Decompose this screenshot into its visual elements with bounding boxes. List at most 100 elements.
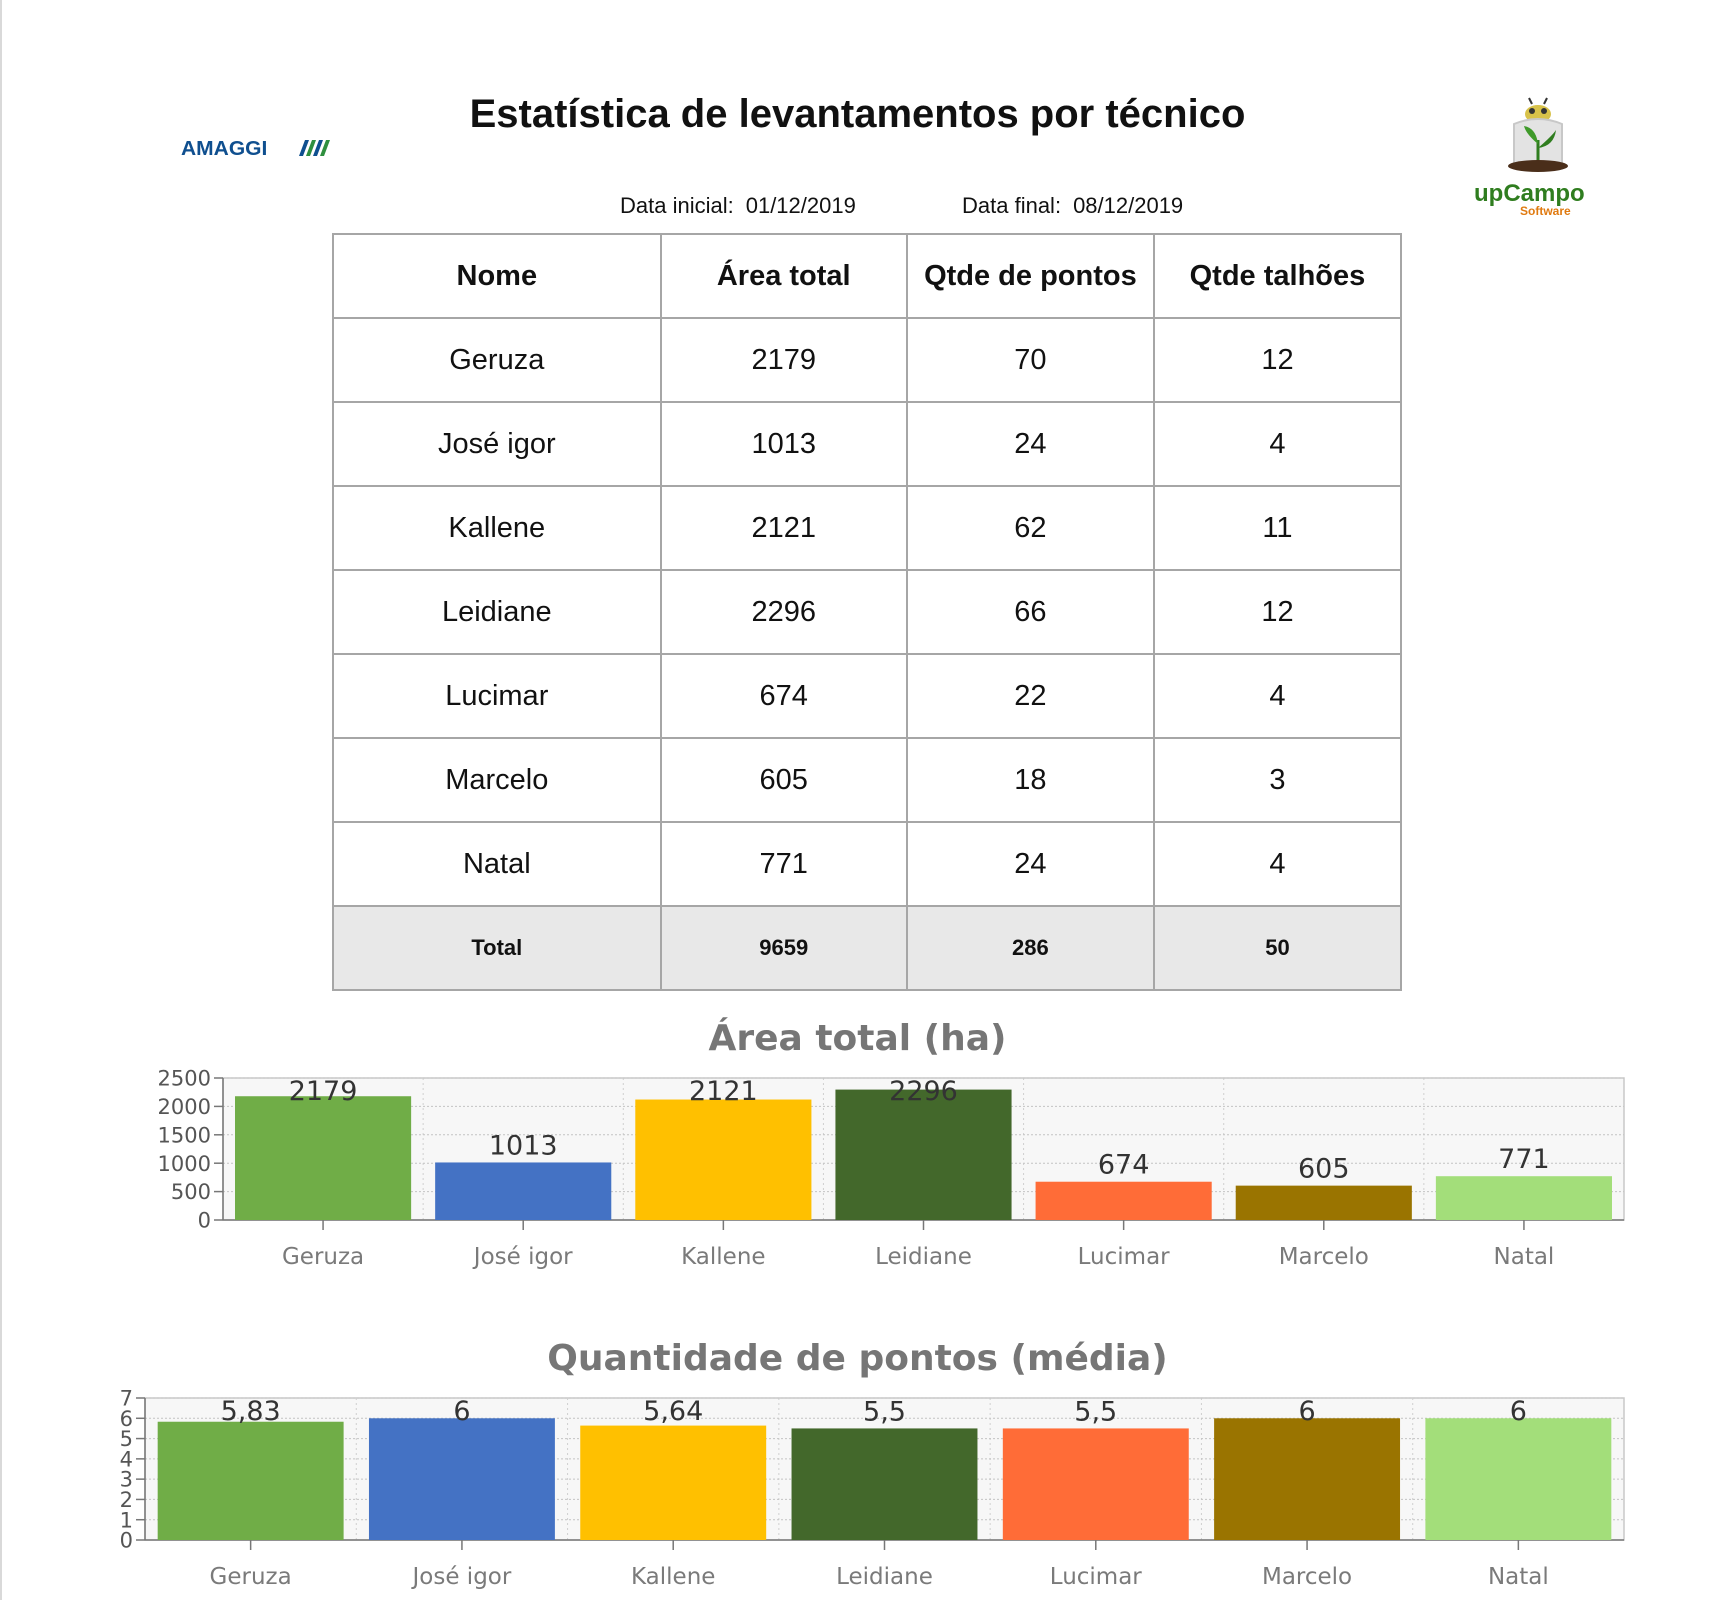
x-tick-label: Leidiane [836, 1564, 933, 1590]
cell-talhoes: 4 [1152, 821, 1403, 907]
x-tick-label: José igor [411, 1564, 512, 1590]
bar [435, 1162, 612, 1220]
bar [1035, 1181, 1212, 1220]
y-tick-label: 1 [120, 1508, 133, 1532]
x-tick-label: Marcelo [1262, 1564, 1352, 1590]
y-tick-label: 1500 [158, 1123, 211, 1147]
upcampo-logo: upCampo Software [1468, 96, 1598, 218]
data-label: 5,5 [1074, 1396, 1117, 1427]
cell-pontos: 24 [905, 401, 1155, 487]
bar [1214, 1418, 1401, 1540]
total-pontos: 286 [905, 905, 1155, 991]
table-row: Natal 771 24 4 [332, 821, 1403, 907]
amaggi-stripes-icon [299, 140, 330, 156]
data-label: 771 [1498, 1144, 1550, 1175]
table-row: Leidiane 2296 66 12 [332, 569, 1403, 655]
end-date-label: Data final: [962, 193, 1062, 218]
cell-area: 2121 [659, 485, 908, 571]
bar [235, 1096, 412, 1220]
table-header-row: Nome Área total Qtde de pontos Qtde talh… [332, 233, 1403, 319]
upcampo-sub: Software [1520, 204, 1571, 218]
data-label: 6 [453, 1396, 470, 1427]
y-tick-label: 2 [120, 1488, 133, 1512]
col-header-pontos: Qtde de pontos [905, 233, 1155, 319]
upcampo-brand: upCampo [1474, 180, 1585, 207]
cell-talhoes: 4 [1152, 401, 1403, 487]
cell-pontos: 62 [905, 485, 1155, 571]
cell-pontos: 24 [905, 821, 1155, 907]
data-label: 605 [1298, 1154, 1350, 1185]
cell-nome: Geruza [332, 317, 662, 403]
start-date-value: 01/12/2019 [745, 193, 856, 218]
data-label: 2179 [289, 1076, 358, 1107]
x-tick-label: Geruza [282, 1244, 364, 1270]
cell-nome: José igor [332, 401, 662, 487]
y-tick-label: 1000 [158, 1152, 211, 1176]
table-row: Marcelo 605 18 3 [332, 737, 1403, 823]
table-row: Lucimar 674 22 4 [332, 653, 1403, 739]
start-date: Data inicial: 01/12/2019 [620, 193, 856, 219]
area-chart: 0 500 1000 1500 2000 2500 2179 Geruza 1013 José i… [158, 1067, 1625, 1270]
y-tick-label: 0 [198, 1209, 211, 1233]
stats-table: Nome Área total Qtde de pontos Qtde talh… [332, 233, 1403, 991]
y-tick-label: 500 [171, 1180, 211, 1204]
y-tick-label: 6 [120, 1407, 133, 1431]
col-header-talhoes: Qtde talhões [1152, 233, 1403, 319]
bar [791, 1428, 978, 1540]
data-label: 6 [1510, 1396, 1527, 1427]
y-tick-label: 5 [120, 1427, 133, 1451]
plant-jar-icon [1508, 97, 1568, 172]
cell-area: 605 [659, 737, 908, 823]
y-tick-label: 7 [120, 1387, 133, 1411]
cell-area: 674 [659, 653, 908, 739]
x-tick-label: Marcelo [1279, 1244, 1369, 1270]
bar [835, 1089, 1012, 1220]
x-tick-label: Kallene [681, 1244, 765, 1270]
bar [1435, 1176, 1612, 1220]
table-total-row: Total 9659 286 50 [332, 905, 1403, 991]
x-tick-label: Lucimar [1050, 1564, 1143, 1590]
col-header-area: Área total [659, 233, 908, 319]
x-tick-label: José igor [472, 1244, 573, 1270]
cell-pontos: 70 [905, 317, 1155, 403]
cell-area: 2296 [659, 569, 908, 655]
cell-area: 1013 [659, 401, 908, 487]
total-talhoes: 50 [1152, 905, 1403, 991]
col-header-nome: Nome [332, 233, 662, 319]
end-date-value: 08/12/2019 [1073, 193, 1184, 218]
data-label: 6 [1298, 1396, 1315, 1427]
bar [580, 1425, 767, 1540]
table-row: José igor 1013 24 4 [332, 401, 1403, 487]
data-label: 1013 [489, 1130, 558, 1161]
points-chart-title: Quantidade de pontos (média) [547, 1338, 1168, 1379]
x-tick-label: Kallene [631, 1564, 715, 1590]
cell-talhoes: 3 [1152, 737, 1403, 823]
data-label: 5,5 [863, 1396, 906, 1427]
x-tick-label: Geruza [210, 1564, 292, 1590]
bar [635, 1099, 812, 1220]
data-label: 5,83 [221, 1396, 281, 1427]
x-tick-label: Lucimar [1078, 1244, 1171, 1270]
y-tick-label: 0 [120, 1529, 133, 1553]
cell-area: 2179 [659, 317, 908, 403]
y-tick-label: 4 [120, 1447, 133, 1471]
x-tick-label: Natal [1494, 1244, 1555, 1270]
cell-nome: Marcelo [332, 737, 662, 823]
bar [368, 1418, 555, 1540]
start-date-label: Data inicial: [620, 193, 734, 218]
bar [1235, 1185, 1412, 1220]
bar [1002, 1428, 1189, 1540]
cell-nome: Natal [332, 821, 662, 907]
cell-talhoes: 11 [1152, 485, 1403, 571]
cell-area: 771 [659, 821, 908, 907]
cell-pontos: 18 [905, 737, 1155, 823]
cell-nome: Kallene [332, 485, 662, 571]
bar [157, 1421, 344, 1540]
y-tick-label: 2000 [158, 1095, 211, 1119]
total-label: Total [332, 905, 662, 991]
data-label: 674 [1098, 1150, 1150, 1181]
table-row: Kallene 2121 62 11 [332, 485, 1403, 571]
cell-talhoes: 12 [1152, 569, 1403, 655]
cell-pontos: 66 [905, 569, 1155, 655]
data-label: 2296 [889, 1076, 958, 1107]
